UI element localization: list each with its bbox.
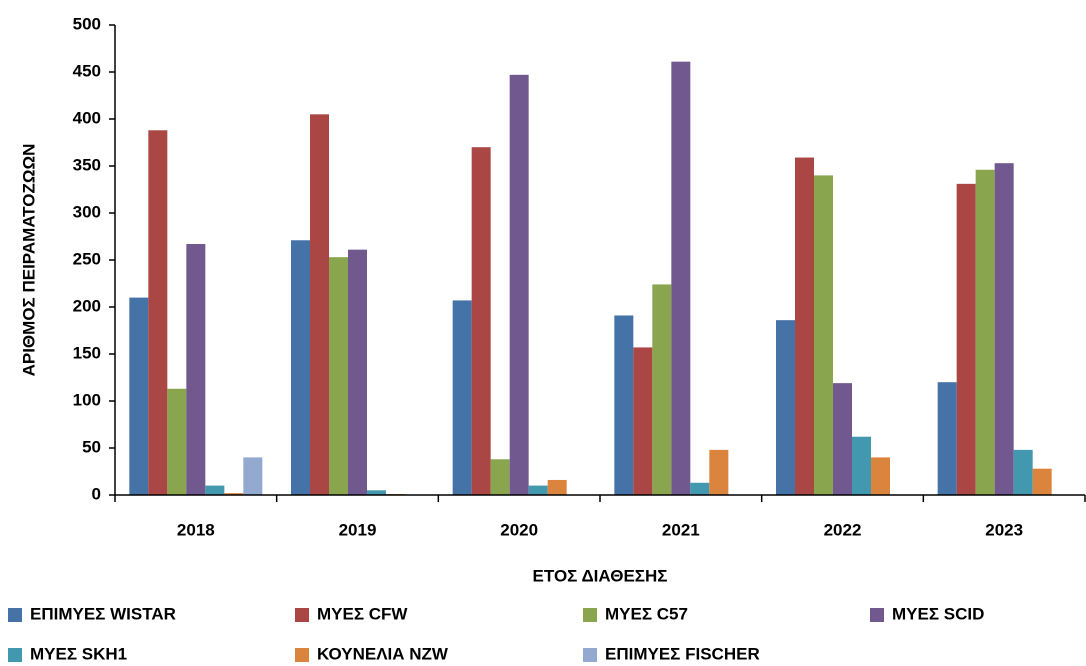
x-tick-label: 2020 [500, 520, 538, 539]
y-tick-label: 300 [73, 202, 101, 221]
y-tick-label: 500 [73, 14, 101, 33]
bar [367, 490, 386, 495]
legend-label: ΕΠΙΜΥΕΣ WISTAR [30, 604, 176, 623]
bar [148, 130, 168, 495]
bar [937, 382, 957, 495]
x-tick-label: 2022 [824, 520, 862, 539]
bar [975, 169, 995, 495]
legend-label: ΜΥΕΣ SKH1 [30, 644, 127, 663]
bar [652, 284, 672, 495]
bar [690, 482, 710, 495]
bar [471, 147, 491, 495]
legend-swatch [295, 648, 309, 662]
bar [509, 74, 529, 495]
bar [224, 493, 244, 495]
bar [452, 300, 472, 495]
bar [614, 315, 634, 495]
bar [1013, 449, 1033, 495]
legend-label: ΜΥΕΣ C57 [605, 604, 688, 623]
bar [348, 249, 367, 495]
legend-swatch [583, 608, 597, 622]
bar [671, 61, 691, 495]
bar [1032, 468, 1052, 495]
legend-swatch [8, 648, 22, 662]
bar [852, 436, 871, 495]
bar [291, 240, 310, 495]
bar [709, 449, 729, 495]
bar [994, 163, 1014, 495]
legend-label: ΕΠΙΜΥΕΣ FISCHER [605, 644, 760, 663]
bar [310, 114, 329, 496]
x-tick-label: 2021 [662, 520, 700, 539]
y-tick-label: 150 [73, 343, 101, 362]
bar [329, 257, 348, 495]
x-tick-label: 2018 [177, 520, 215, 539]
bar [833, 383, 852, 495]
x-axis-title: ΕΤΟΣ ΔΙΑΘΕΣΗΣ [533, 566, 668, 585]
y-tick-label: 250 [73, 249, 101, 268]
legend-label: ΚΟΥΝΕΛΙΑ NZW [317, 644, 449, 663]
y-tick-label: 450 [73, 61, 101, 80]
legend-swatch [870, 608, 884, 622]
bar [490, 459, 510, 495]
y-tick-label: 400 [73, 108, 101, 127]
bar [956, 183, 976, 496]
y-tick-label: 350 [73, 155, 101, 174]
bar [528, 485, 548, 495]
bar [129, 297, 149, 495]
legend-swatch [8, 608, 22, 622]
bar [205, 485, 225, 495]
legend-swatch [295, 608, 309, 622]
bar [547, 479, 567, 495]
y-tick-label: 50 [82, 437, 101, 456]
x-tick-label: 2019 [339, 520, 377, 539]
y-axis-title: ΑΡΙΘΜΟΣ ΠΕΙΡΑΜΑΤΟΖΩΩΝ [19, 144, 38, 377]
legend-label: ΜΥΕΣ SCID [892, 604, 984, 623]
legend-label: ΜΥΕΣ CFW [317, 604, 408, 623]
x-tick-label: 2023 [985, 520, 1023, 539]
bar [186, 244, 206, 495]
bar [633, 347, 653, 495]
bar [776, 320, 795, 495]
bar [814, 175, 833, 495]
y-tick-label: 0 [92, 484, 101, 503]
bar [795, 157, 814, 496]
bar [871, 457, 890, 495]
legend-swatch [583, 648, 597, 662]
bar [167, 388, 187, 495]
y-tick-label: 200 [73, 296, 101, 315]
y-tick-label: 100 [73, 390, 101, 409]
bar [243, 457, 263, 495]
